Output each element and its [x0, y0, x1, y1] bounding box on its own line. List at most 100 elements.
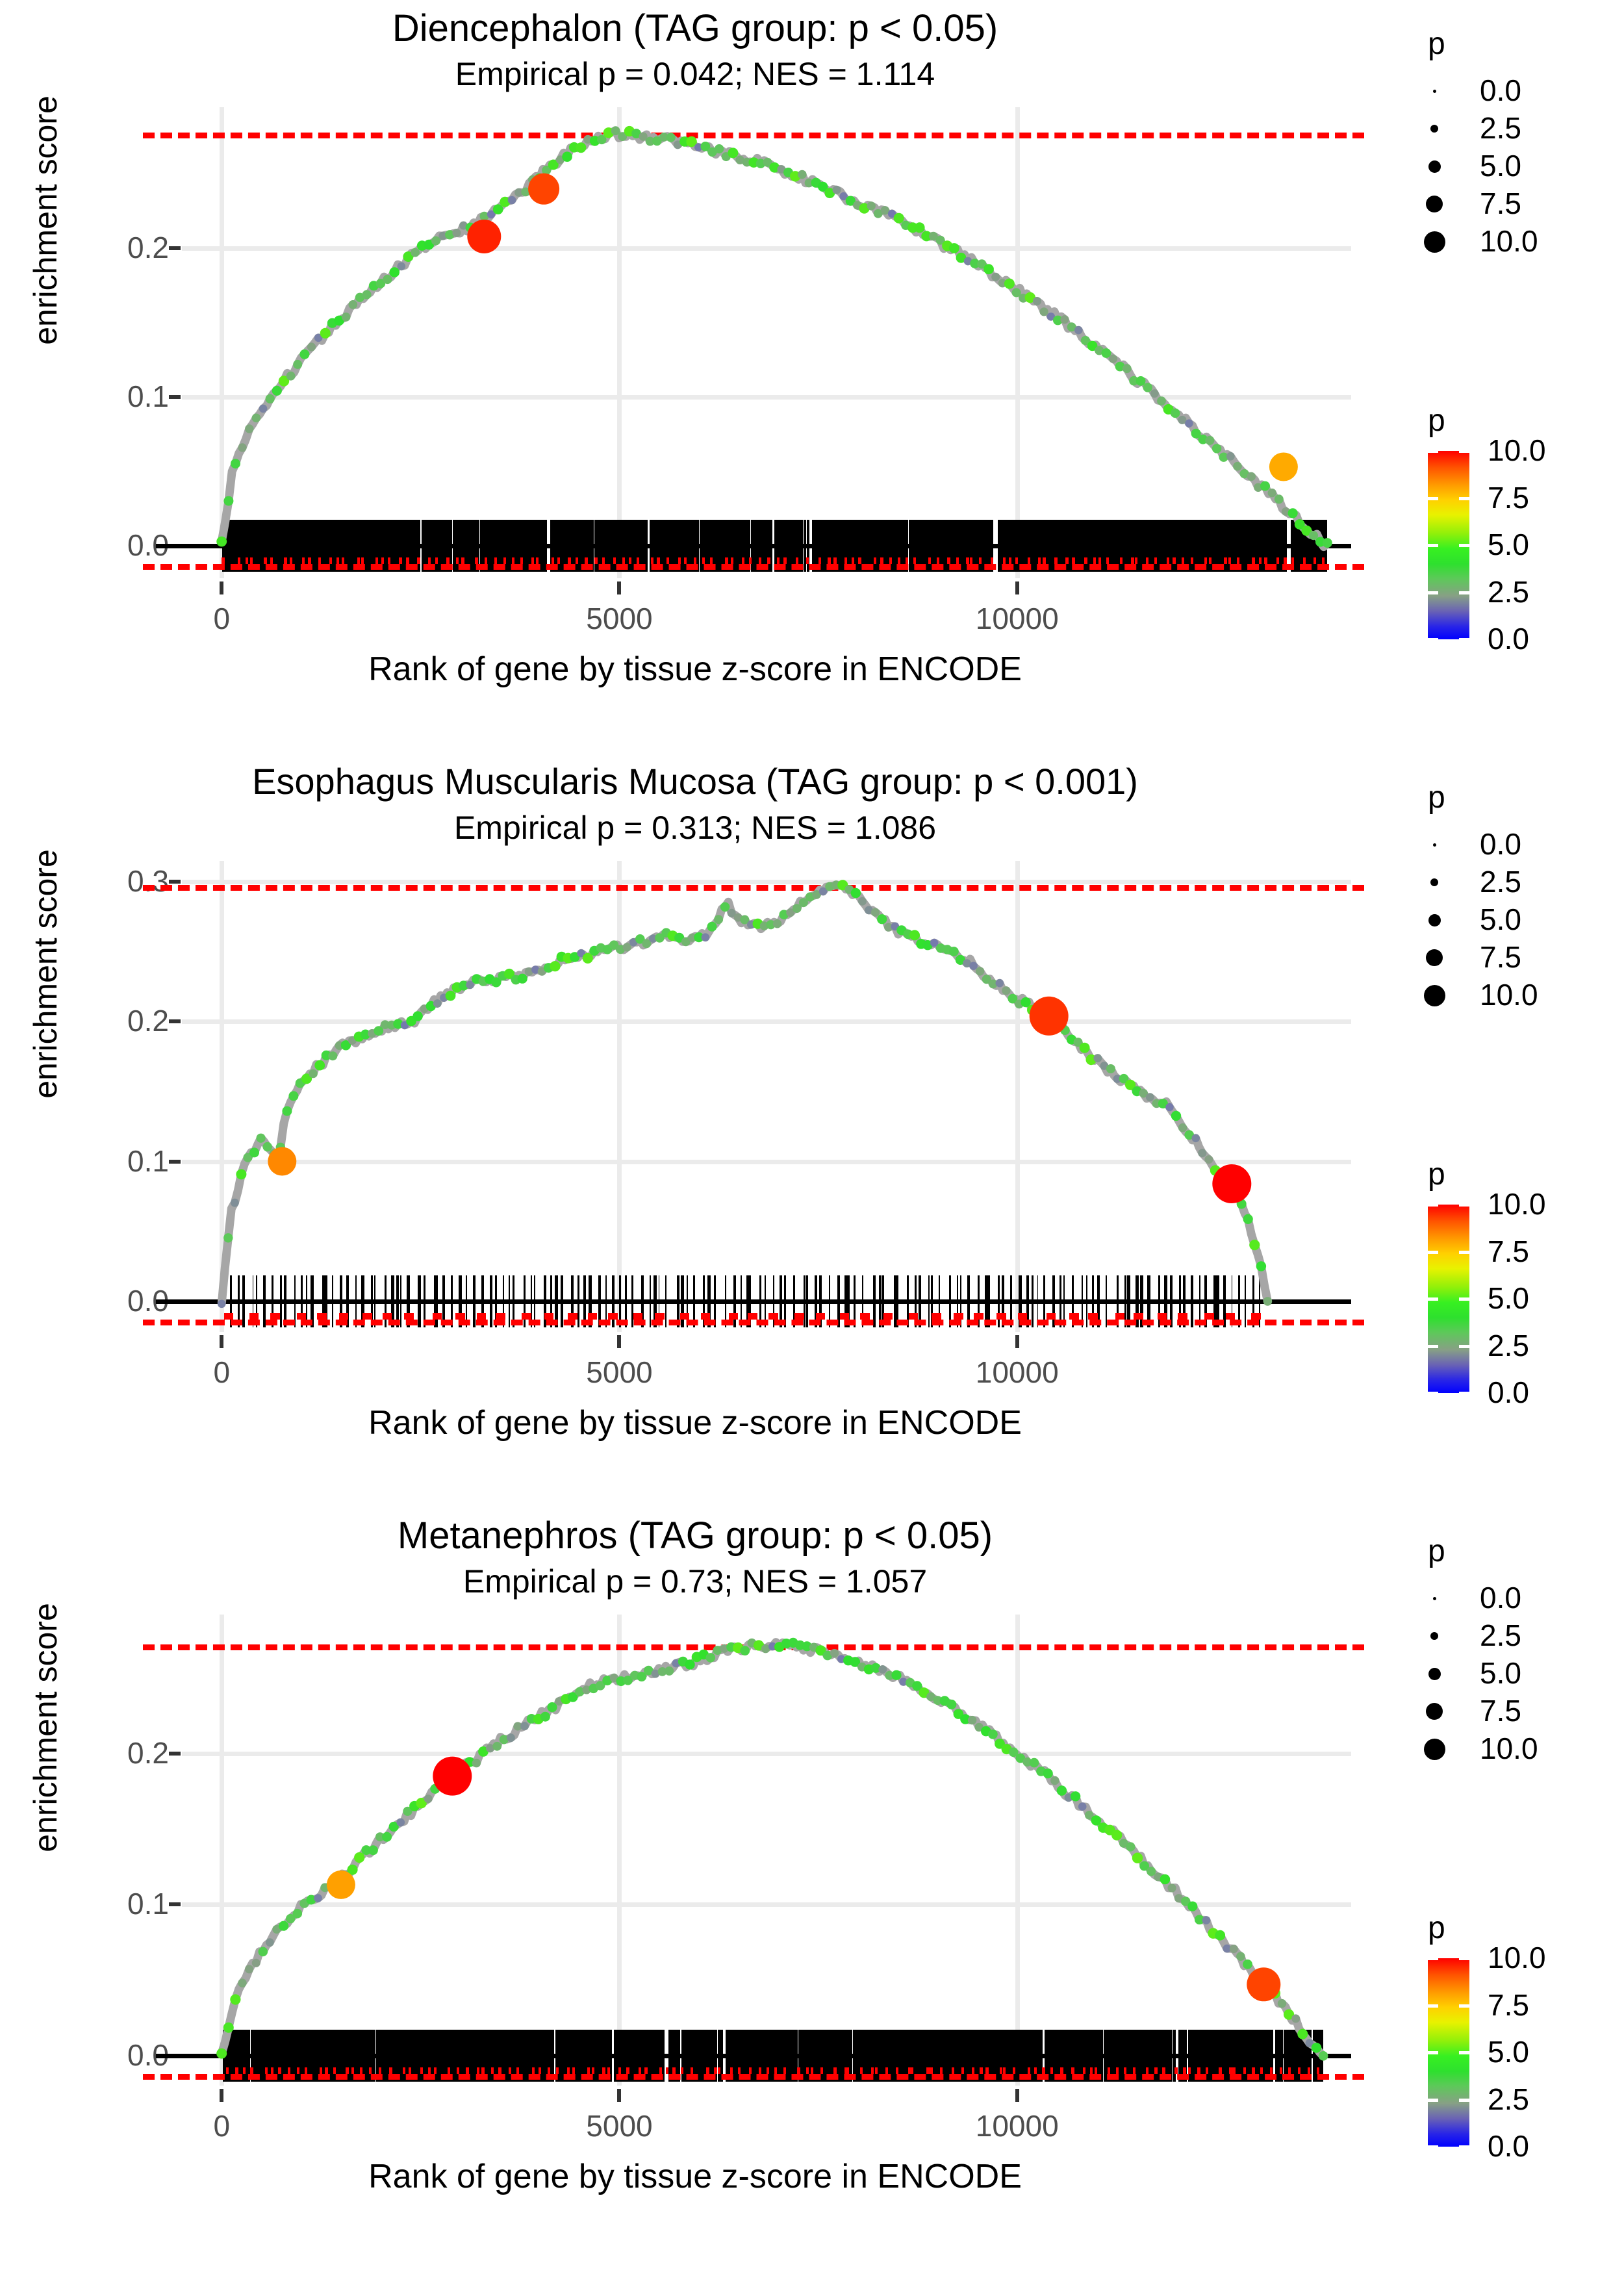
y-tick-label: 0.3 — [127, 864, 169, 899]
curve-point — [970, 259, 980, 268]
curve-point — [912, 1681, 922, 1691]
red-rug-tick — [547, 2067, 550, 2074]
zero-dashed-line — [143, 1319, 1364, 1325]
curve-point — [822, 1650, 833, 1661]
legend-size-label: 7.5 — [1480, 940, 1521, 974]
legend-size-label: 2.5 — [1480, 1618, 1521, 1652]
curve-point — [651, 1669, 660, 1678]
curve-point — [720, 902, 730, 912]
red-rug-tick — [1028, 2067, 1031, 2074]
curve-point — [1091, 1815, 1102, 1826]
red-rug-tick — [270, 557, 273, 564]
curve-point-highlight — [1212, 1164, 1252, 1203]
red-rug-tick — [844, 557, 848, 564]
curve-point — [1267, 488, 1276, 498]
curve-point-highlight — [268, 1147, 297, 1176]
curve-point — [988, 1729, 998, 1739]
zero-reference-line — [156, 1299, 1351, 1304]
curve-point — [735, 155, 744, 164]
panel-subtitle: Empirical p = 0.313; NES = 1.086 — [453, 810, 937, 846]
red-rug-tick — [607, 2067, 611, 2074]
legend-size-label: 5.0 — [1480, 902, 1521, 936]
red-rug-tick — [1204, 1312, 1214, 1320]
red-rug-tick — [758, 2067, 761, 2074]
zero-dashed-line — [143, 563, 1364, 570]
curve-point — [1008, 993, 1018, 1004]
x-axis-label: Rank of gene by tissue z-score in ENCODE — [368, 1404, 1022, 1442]
red-rug-tick — [319, 2067, 322, 2074]
curve-point-highlight — [1269, 452, 1298, 481]
red-rug-tick — [531, 2067, 535, 2074]
curve-point — [935, 235, 945, 245]
curve-point — [1236, 1952, 1245, 1961]
curve-point — [433, 999, 442, 1008]
x-tick-mark — [617, 2089, 622, 2102]
color-bar-tick — [1428, 1250, 1438, 1254]
enrichment-line — [217, 880, 1272, 1305]
red-rug-tick — [758, 557, 761, 564]
red-rug-tick — [375, 557, 378, 564]
color-bar-tick — [1459, 1250, 1469, 1254]
red-rug-tick — [681, 2067, 684, 2074]
red-rug-tick — [996, 1312, 1006, 1320]
red-rug-tick — [907, 2067, 911, 2074]
color-bar-tick — [1428, 1203, 1438, 1207]
curve-point — [292, 1908, 303, 1919]
curve-point — [637, 1672, 647, 1681]
curve-point — [486, 1744, 495, 1753]
y-tick-label: 0.2 — [127, 1735, 169, 1770]
red-rug-tick — [1084, 557, 1087, 564]
red-rug-tick — [296, 1312, 307, 1320]
red-rug-tick — [860, 1312, 870, 1320]
curve-point — [278, 376, 290, 387]
curve-point — [243, 1153, 253, 1162]
red-rug-tick — [575, 557, 579, 564]
red-rug-tick — [971, 2067, 974, 2074]
curve-point — [1301, 525, 1312, 536]
legend-size-dot — [1432, 1596, 1436, 1600]
red-rug-tick — [485, 557, 488, 564]
red-rug-tick — [432, 1312, 442, 1320]
red-rug-tick — [926, 2067, 930, 2074]
x-tick-mark — [1015, 2089, 1019, 2102]
red-rug-tick — [308, 557, 311, 564]
curve-point-highlight — [1247, 1967, 1281, 2002]
color-bar-label: 0.0 — [1488, 1375, 1529, 1409]
red-rug-tick — [1072, 557, 1075, 564]
curve-point — [217, 1299, 226, 1309]
curve-point-highlight — [326, 1870, 355, 1899]
curve-point — [832, 185, 841, 194]
curve-point — [655, 933, 665, 943]
red-rug-tick — [1082, 2067, 1085, 2074]
red-rug-tick — [871, 2067, 874, 2074]
red-rug-tick — [341, 557, 345, 564]
color-bar-tick — [1428, 450, 1438, 453]
x-tick-mark — [1015, 1335, 1019, 1348]
color-bar-tick — [1428, 2145, 1438, 2149]
x-tick-mark — [617, 581, 622, 594]
red-rug-tick — [1050, 2067, 1054, 2074]
legend-size-dot — [1432, 89, 1436, 93]
color-bar-tick — [1459, 544, 1469, 547]
curve-point — [424, 239, 435, 250]
curve-point — [891, 1670, 902, 1680]
red-rug-tick — [1131, 557, 1134, 564]
curve-point — [818, 181, 828, 192]
red-rug-tick — [461, 557, 464, 564]
curve-point — [492, 1741, 502, 1751]
curve-point — [1119, 1073, 1129, 1084]
color-bar-tick — [1459, 496, 1469, 500]
red-rug-tick — [889, 557, 893, 564]
red-rug-tick — [1317, 2067, 1320, 2074]
curve-point — [438, 231, 447, 240]
curve-point-highlight — [1029, 996, 1069, 1036]
color-bar-tick — [1428, 591, 1438, 594]
red-rug-tick — [250, 2067, 253, 2074]
curve-point — [766, 920, 776, 930]
color-bar-tick — [1459, 2051, 1469, 2054]
curve-point — [926, 1692, 935, 1702]
red-rug-tick — [509, 2067, 512, 2074]
red-rug-tick — [618, 2067, 622, 2074]
panel-subtitle: Empirical p = 0.73; NES = 1.057 — [463, 1563, 928, 1600]
curve-point — [645, 136, 655, 146]
